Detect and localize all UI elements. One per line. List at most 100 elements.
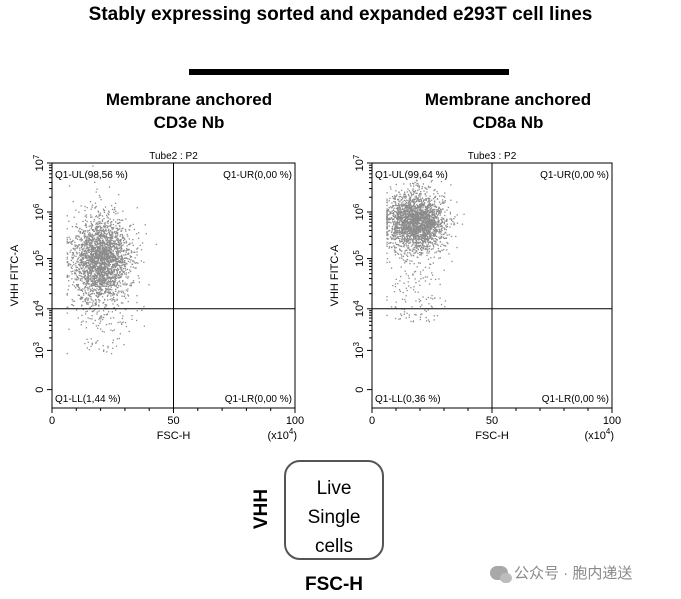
scatter-point bbox=[122, 292, 125, 294]
scatter-point bbox=[88, 262, 90, 265]
scatter-point bbox=[441, 220, 443, 222]
scatter-point bbox=[73, 263, 75, 266]
scatter-point bbox=[424, 210, 427, 212]
scatter-point bbox=[85, 279, 88, 281]
scatter-point bbox=[412, 242, 414, 244]
scatter-point bbox=[406, 234, 408, 236]
scatter-point bbox=[420, 223, 422, 225]
scatter-point bbox=[109, 241, 111, 243]
scatter-point bbox=[108, 270, 110, 272]
scatter-point bbox=[403, 282, 405, 284]
scatter-point bbox=[101, 230, 103, 232]
scatter-point bbox=[115, 273, 117, 276]
scatter-point bbox=[82, 320, 84, 322]
scatter-point bbox=[420, 248, 422, 251]
scatter-point bbox=[126, 262, 128, 264]
scatter-point bbox=[83, 268, 85, 270]
scatter-point bbox=[98, 304, 100, 306]
scatter-point bbox=[96, 260, 98, 262]
scatter-point bbox=[99, 257, 101, 260]
scatter-point bbox=[435, 238, 437, 241]
scatter-point bbox=[79, 254, 81, 257]
scatter-point bbox=[96, 271, 99, 273]
scatter-point bbox=[394, 234, 396, 236]
scatter-point bbox=[441, 195, 443, 197]
scatter-point bbox=[72, 284, 74, 286]
scatter-point bbox=[405, 196, 407, 199]
scatter-point bbox=[125, 242, 128, 244]
scatter-point bbox=[75, 244, 77, 246]
scatter-point bbox=[442, 227, 444, 229]
scatter-point bbox=[90, 272, 92, 274]
scatter-point bbox=[95, 233, 98, 235]
scatter-point bbox=[413, 185, 415, 187]
scatter-point bbox=[409, 218, 411, 220]
scatter-point bbox=[104, 247, 106, 249]
scatter-point bbox=[393, 249, 395, 251]
scatter-point bbox=[76, 246, 78, 248]
scatter-point bbox=[76, 226, 79, 229]
scatter-point bbox=[419, 300, 422, 302]
scatter-point bbox=[119, 271, 121, 273]
scatter-point bbox=[449, 211, 451, 214]
scatter-point bbox=[110, 243, 113, 245]
scatter-point bbox=[85, 242, 88, 245]
scatter-point bbox=[99, 225, 101, 227]
scatter-point bbox=[434, 214, 436, 216]
scatter-point bbox=[77, 230, 80, 232]
scatter-point bbox=[111, 227, 113, 229]
scatter-point bbox=[399, 248, 401, 250]
scatter-point bbox=[412, 226, 415, 229]
scatter-point bbox=[450, 199, 452, 201]
scatter-point bbox=[441, 249, 443, 252]
scatter-point bbox=[412, 250, 414, 252]
scatter-point bbox=[96, 261, 98, 263]
scatter-point bbox=[120, 268, 122, 270]
scatter-point bbox=[107, 275, 109, 277]
scatter-point bbox=[140, 260, 142, 262]
scatter-point bbox=[422, 296, 424, 298]
scatter-point bbox=[81, 259, 83, 261]
scatter-point bbox=[393, 218, 395, 221]
scatter-point bbox=[78, 252, 80, 254]
scatter-point bbox=[100, 244, 103, 247]
scatter-point bbox=[116, 237, 118, 239]
scatter-point bbox=[434, 189, 436, 191]
x-tick-label: 50 bbox=[167, 415, 179, 427]
scatter-point bbox=[89, 265, 91, 267]
scatter-point bbox=[72, 247, 74, 250]
scatter-point bbox=[98, 242, 101, 245]
scatter-point bbox=[421, 241, 424, 243]
scatter-point bbox=[423, 213, 425, 215]
scatter-point bbox=[108, 271, 110, 273]
scatter-point bbox=[96, 311, 98, 313]
scatter-point bbox=[405, 217, 407, 219]
scatter-point bbox=[95, 227, 97, 229]
scatter-point bbox=[112, 228, 114, 230]
scatter-point bbox=[399, 210, 401, 213]
scatter-point bbox=[402, 235, 404, 237]
scatter-point bbox=[108, 228, 110, 231]
scatter-point bbox=[411, 220, 414, 222]
scatter-point bbox=[121, 257, 124, 259]
scatter-point bbox=[90, 250, 92, 252]
scatter-point bbox=[95, 303, 97, 305]
scatter-point bbox=[103, 316, 105, 319]
scatter-point bbox=[89, 239, 91, 241]
scatter-point bbox=[102, 269, 104, 271]
scatter-point bbox=[96, 279, 98, 282]
scatter-point bbox=[94, 232, 97, 234]
scatter-point bbox=[430, 234, 432, 236]
scatter-point bbox=[81, 280, 83, 282]
scatter-point bbox=[113, 293, 116, 295]
scatter-point bbox=[404, 191, 406, 193]
scatter-point bbox=[410, 201, 412, 203]
scatter-point bbox=[78, 211, 80, 213]
scatter-point bbox=[123, 344, 125, 346]
scatter-point bbox=[408, 222, 410, 224]
x-axis-multiplier: (x104) bbox=[267, 427, 297, 442]
scatter-point bbox=[92, 259, 94, 261]
scatter-point bbox=[67, 306, 69, 308]
scatter-point bbox=[106, 295, 108, 297]
scatter-point bbox=[73, 300, 76, 302]
